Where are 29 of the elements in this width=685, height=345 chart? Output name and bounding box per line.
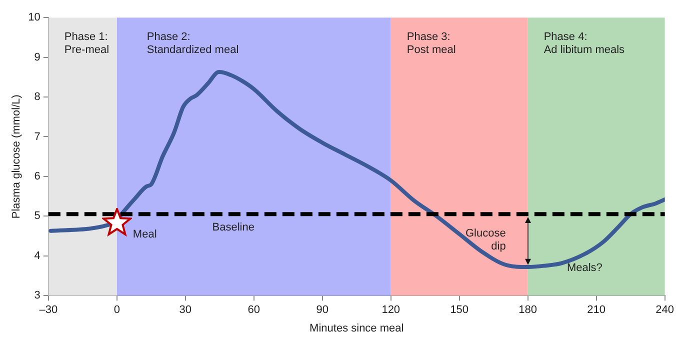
x-tick-label: 90 [316, 304, 329, 316]
band-label: Phase 1: Pre-meal [64, 31, 110, 56]
y-tick-label: 10 [28, 12, 40, 24]
y-tick-label: 9 [34, 51, 40, 64]
band-label: Phase 2: Standardized meal [146, 31, 239, 56]
y-tick-label: 5 [34, 210, 40, 222]
x-tick-label: 180 [518, 304, 538, 316]
ref-line-label: Baseline [212, 222, 254, 234]
y-tick-label: 6 [34, 170, 40, 182]
x-tick-label: 150 [450, 304, 469, 316]
x-tick-label: –30 [39, 304, 58, 316]
annotation: Glucose dip [465, 228, 506, 253]
annotation: Meal [132, 228, 157, 240]
y-axis-title: Plasma glucose (mmol/L) [10, 94, 23, 219]
y-tick-label: 8 [34, 91, 40, 104]
band-label: Phase 4: Ad libitum meals [544, 31, 626, 56]
x-tick-label: 0 [114, 304, 120, 316]
line-series [48, 70, 665, 270]
x-tick-label: 210 [587, 304, 606, 316]
x-axis-title: Minutes since meal [310, 322, 404, 334]
annotation: Meals? [566, 262, 602, 274]
x-tick-label: 30 [179, 304, 192, 316]
band-label: Phase 3: Post meal [406, 31, 456, 56]
y-tick-label: 3 [34, 290, 40, 302]
x-tick-label: 120 [382, 304, 400, 316]
x-tick-label: 60 [248, 304, 260, 316]
y-tick-label: 4 [34, 250, 40, 262]
x-tick-label: 240 [656, 304, 674, 316]
y-tick-label: 7 [34, 130, 40, 143]
